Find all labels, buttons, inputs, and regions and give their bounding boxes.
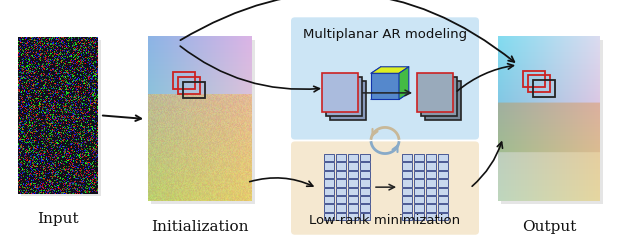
FancyBboxPatch shape: [438, 162, 448, 170]
FancyBboxPatch shape: [360, 154, 370, 161]
FancyBboxPatch shape: [426, 213, 436, 220]
Text: Input: Input: [37, 212, 79, 226]
FancyBboxPatch shape: [414, 179, 424, 187]
FancyBboxPatch shape: [360, 171, 370, 178]
FancyBboxPatch shape: [324, 171, 334, 178]
FancyBboxPatch shape: [426, 196, 436, 203]
FancyBboxPatch shape: [360, 188, 370, 195]
FancyBboxPatch shape: [291, 141, 479, 235]
FancyBboxPatch shape: [414, 154, 424, 161]
FancyBboxPatch shape: [414, 188, 424, 195]
FancyBboxPatch shape: [438, 204, 448, 212]
FancyBboxPatch shape: [501, 40, 603, 204]
FancyBboxPatch shape: [402, 204, 412, 212]
FancyBboxPatch shape: [426, 188, 436, 195]
FancyBboxPatch shape: [426, 162, 436, 170]
FancyBboxPatch shape: [426, 171, 436, 178]
FancyBboxPatch shape: [336, 171, 346, 178]
FancyBboxPatch shape: [324, 196, 334, 203]
FancyBboxPatch shape: [438, 213, 448, 220]
FancyBboxPatch shape: [348, 196, 358, 203]
Text: Low-rank minimization: Low-rank minimization: [309, 214, 461, 227]
FancyBboxPatch shape: [402, 179, 412, 187]
FancyBboxPatch shape: [348, 213, 358, 220]
FancyBboxPatch shape: [438, 188, 448, 195]
FancyBboxPatch shape: [360, 213, 370, 220]
FancyBboxPatch shape: [21, 40, 101, 196]
FancyBboxPatch shape: [324, 204, 334, 212]
FancyBboxPatch shape: [425, 81, 461, 120]
FancyBboxPatch shape: [360, 196, 370, 203]
FancyBboxPatch shape: [348, 179, 358, 187]
FancyBboxPatch shape: [336, 188, 346, 195]
FancyBboxPatch shape: [402, 188, 412, 195]
FancyBboxPatch shape: [324, 179, 334, 187]
FancyBboxPatch shape: [324, 213, 334, 220]
FancyBboxPatch shape: [360, 179, 370, 187]
FancyBboxPatch shape: [414, 204, 424, 212]
FancyBboxPatch shape: [438, 179, 448, 187]
FancyBboxPatch shape: [360, 204, 370, 212]
FancyBboxPatch shape: [414, 213, 424, 220]
FancyBboxPatch shape: [348, 171, 358, 178]
FancyBboxPatch shape: [348, 154, 358, 161]
FancyBboxPatch shape: [402, 171, 412, 178]
FancyBboxPatch shape: [360, 162, 370, 170]
FancyBboxPatch shape: [417, 73, 453, 112]
FancyBboxPatch shape: [322, 73, 358, 112]
FancyBboxPatch shape: [336, 196, 346, 203]
Polygon shape: [371, 73, 399, 99]
FancyBboxPatch shape: [326, 77, 362, 116]
Polygon shape: [371, 67, 409, 73]
FancyBboxPatch shape: [336, 179, 346, 187]
FancyBboxPatch shape: [438, 154, 448, 161]
FancyBboxPatch shape: [330, 81, 366, 120]
FancyBboxPatch shape: [402, 162, 412, 170]
FancyBboxPatch shape: [151, 40, 255, 204]
FancyBboxPatch shape: [402, 196, 412, 203]
FancyBboxPatch shape: [348, 162, 358, 170]
FancyBboxPatch shape: [348, 204, 358, 212]
FancyBboxPatch shape: [426, 179, 436, 187]
FancyBboxPatch shape: [336, 154, 346, 161]
Text: Multiplanar AR modeling: Multiplanar AR modeling: [303, 28, 467, 41]
FancyBboxPatch shape: [426, 204, 436, 212]
FancyBboxPatch shape: [414, 162, 424, 170]
FancyBboxPatch shape: [336, 213, 346, 220]
FancyBboxPatch shape: [348, 188, 358, 195]
FancyBboxPatch shape: [414, 196, 424, 203]
FancyBboxPatch shape: [421, 77, 457, 116]
Text: Output: Output: [522, 220, 576, 234]
FancyBboxPatch shape: [324, 188, 334, 195]
FancyBboxPatch shape: [426, 154, 436, 161]
FancyBboxPatch shape: [336, 162, 346, 170]
FancyBboxPatch shape: [291, 17, 479, 140]
FancyBboxPatch shape: [414, 171, 424, 178]
FancyBboxPatch shape: [324, 162, 334, 170]
FancyBboxPatch shape: [438, 171, 448, 178]
FancyBboxPatch shape: [402, 154, 412, 161]
FancyBboxPatch shape: [324, 154, 334, 161]
FancyBboxPatch shape: [336, 204, 346, 212]
FancyBboxPatch shape: [438, 196, 448, 203]
Polygon shape: [399, 67, 409, 99]
Text: Initialization: Initialization: [151, 220, 249, 234]
FancyBboxPatch shape: [402, 213, 412, 220]
